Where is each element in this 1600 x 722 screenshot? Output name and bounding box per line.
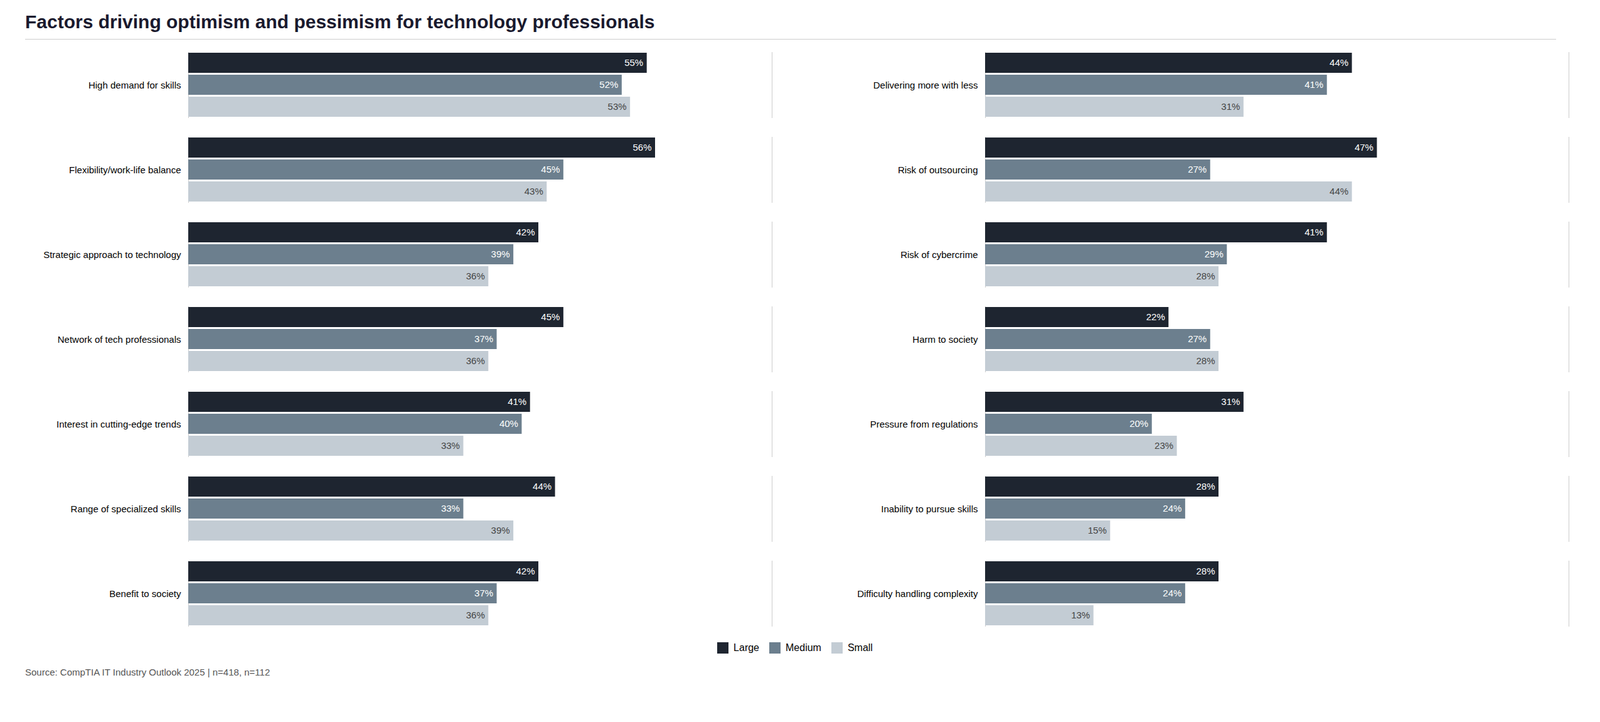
svg-text:Strategic approach to technolo: Strategic approach to technology bbox=[43, 249, 182, 260]
svg-text:36%: 36% bbox=[466, 270, 486, 282]
svg-text:41%: 41% bbox=[1304, 226, 1324, 238]
svg-text:45%: 45% bbox=[540, 163, 560, 175]
svg-text:37%: 37% bbox=[474, 587, 494, 598]
svg-text:Benefit to society: Benefit to society bbox=[109, 587, 182, 599]
svg-text:Pressure from regulations: Pressure from regulations bbox=[870, 418, 979, 430]
svg-text:44%: 44% bbox=[1329, 185, 1349, 197]
svg-text:High demand for skills: High demand for skills bbox=[88, 79, 182, 91]
svg-text:15%: 15% bbox=[1088, 524, 1107, 536]
svg-text:24%: 24% bbox=[1162, 502, 1182, 514]
svg-text:53%: 53% bbox=[608, 101, 627, 112]
svg-text:27%: 27% bbox=[1187, 333, 1207, 344]
svg-text:31%: 31% bbox=[1221, 395, 1240, 407]
svg-text:52%: 52% bbox=[599, 79, 619, 90]
svg-text:33%: 33% bbox=[441, 439, 460, 451]
svg-text:47%: 47% bbox=[1354, 141, 1374, 153]
svg-text:44%: 44% bbox=[1329, 57, 1349, 68]
svg-text:20%: 20% bbox=[1129, 417, 1149, 429]
svg-text:45%: 45% bbox=[540, 311, 560, 322]
svg-text:Harm to society: Harm to society bbox=[912, 333, 979, 345]
svg-text:28%: 28% bbox=[1195, 355, 1215, 366]
svg-text:27%: 27% bbox=[1187, 163, 1207, 175]
svg-text:28%: 28% bbox=[1195, 565, 1215, 576]
svg-text:36%: 36% bbox=[466, 355, 486, 366]
svg-text:37%: 37% bbox=[474, 333, 494, 344]
svg-text:39%: 39% bbox=[491, 248, 511, 260]
svg-text:33%: 33% bbox=[441, 502, 460, 514]
svg-text:41%: 41% bbox=[507, 395, 527, 407]
svg-text:41%: 41% bbox=[1304, 79, 1324, 90]
svg-text:24%: 24% bbox=[1162, 587, 1182, 598]
html-text:Medium: Medium bbox=[785, 641, 822, 653]
svg-text:Network of tech professionals: Network of tech professionals bbox=[57, 333, 182, 345]
html-text:Source: CompTIA IT Industry Ou: Source: CompTIA IT Industry Outlook 2025… bbox=[25, 666, 270, 678]
svg-text:13%: 13% bbox=[1071, 609, 1090, 620]
svg-text:43%: 43% bbox=[524, 185, 544, 197]
svg-text:Risk of cybercrime: Risk of cybercrime bbox=[900, 249, 978, 260]
svg-text:55%: 55% bbox=[624, 57, 644, 68]
svg-text:42%: 42% bbox=[515, 226, 535, 238]
svg-text:28%: 28% bbox=[1195, 270, 1215, 282]
svg-text:Delivering more with less: Delivering more with less bbox=[873, 79, 979, 91]
svg-text:Flexibility/work-life balance: Flexibility/work-life balance bbox=[69, 164, 181, 176]
html-text:Large: Large bbox=[733, 641, 760, 653]
svg-text:Risk of outsourcing: Risk of outsourcing bbox=[897, 164, 979, 176]
svg-text:Interest in cutting-edge trend: Interest in cutting-edge trends bbox=[56, 418, 181, 430]
html-text:Factors driving optimism and p: Factors driving optimism and pessimism f… bbox=[25, 11, 655, 32]
svg-text:Inability to pursue skills: Inability to pursue skills bbox=[880, 503, 978, 514]
svg-text:31%: 31% bbox=[1221, 101, 1240, 112]
svg-text:56%: 56% bbox=[632, 141, 652, 153]
svg-text:29%: 29% bbox=[1204, 248, 1224, 260]
svg-text:40%: 40% bbox=[499, 417, 519, 429]
svg-text:44%: 44% bbox=[532, 480, 552, 492]
svg-text:Difficulty handling complexity: Difficulty handling complexity bbox=[857, 587, 979, 599]
svg-text:Range of specialized skills: Range of specialized skills bbox=[70, 503, 182, 514]
svg-text:22%: 22% bbox=[1146, 311, 1166, 322]
html-text:Small: Small bbox=[847, 641, 873, 653]
svg-text:28%: 28% bbox=[1195, 480, 1215, 492]
svg-text:23%: 23% bbox=[1154, 439, 1174, 451]
svg-text:36%: 36% bbox=[466, 609, 486, 620]
svg-text:42%: 42% bbox=[515, 565, 535, 576]
svg-text:39%: 39% bbox=[491, 524, 511, 536]
